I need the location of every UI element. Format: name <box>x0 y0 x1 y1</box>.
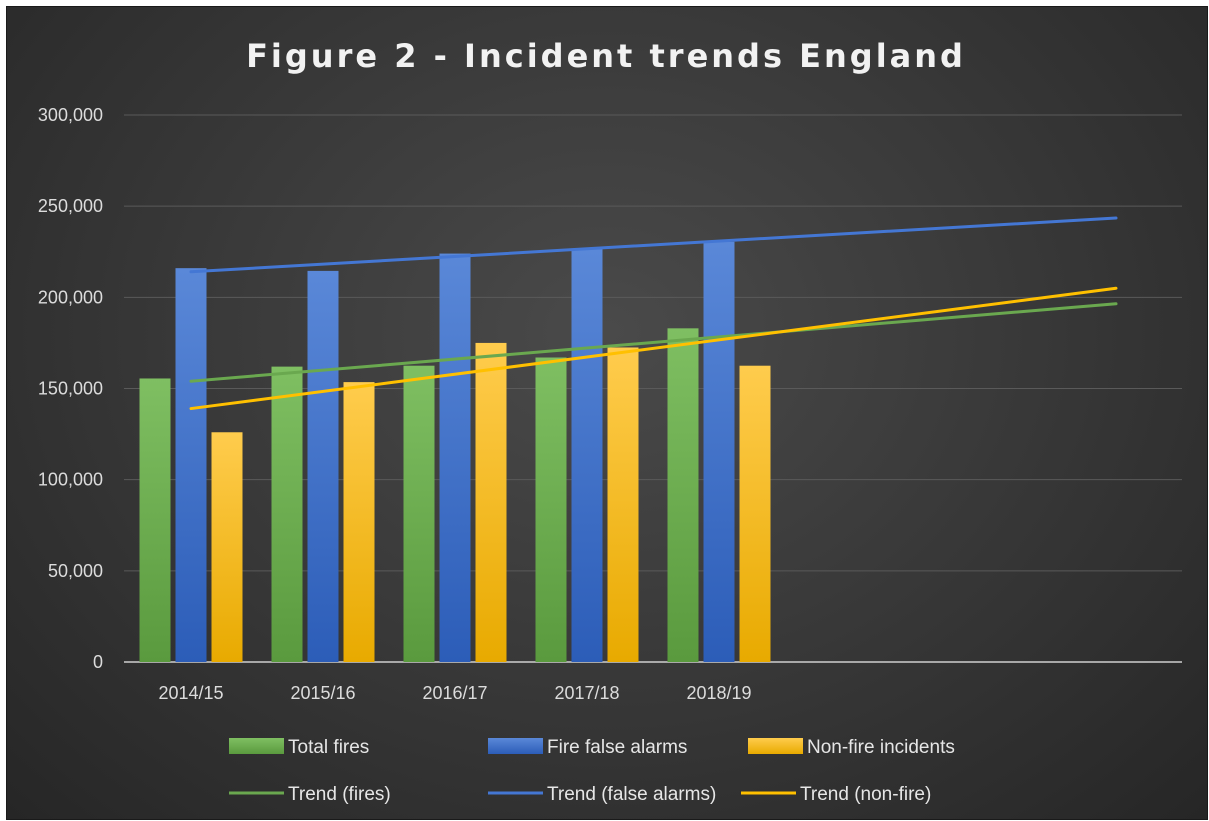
bar-fire-false-alarms-2017-18 <box>571 249 603 662</box>
bar-non-fire-incidents-2015-16 <box>343 382 375 662</box>
legend-label: Trend (false alarms) <box>547 784 716 805</box>
trendline-trend-false-alarms <box>189 216 1118 274</box>
bar-non-fire-incidents-2014-15 <box>211 432 243 662</box>
bar-total-fires-2018-19 <box>667 328 699 662</box>
y-axis: 0 50,000 100,000 150,000 200,000 250,000 300,0… <box>38 105 103 672</box>
legend: Total fires Fire false alarms Non-fire inc… <box>229 737 955 805</box>
bar-non-fire-incidents-2016-17 <box>475 342 507 662</box>
bar-total-fires-2015-16 <box>271 366 303 662</box>
bar-fire-false-alarms-2014-15 <box>175 268 207 662</box>
legend-swatch <box>748 738 803 754</box>
bar-total-fires-2017-18 <box>535 357 567 662</box>
legend-swatch <box>488 738 543 754</box>
x-axis: 2014/15 2015/16 2016/17 2017/18 2018/19 <box>158 683 751 703</box>
bar-total-fires-2016-17 <box>403 365 435 662</box>
legend-label: Fire false alarms <box>547 737 687 758</box>
x-tick-label: 2015/16 <box>290 683 355 703</box>
bar-total-fires-2014-15 <box>139 378 171 662</box>
y-tick-label: 150,000 <box>38 379 103 399</box>
legend-swatch <box>229 738 284 754</box>
x-tick-label: 2016/17 <box>422 683 487 703</box>
trendlines <box>189 216 1118 411</box>
x-tick-label: 2018/19 <box>686 683 751 703</box>
y-tick-label: 250,000 <box>38 196 103 216</box>
bar-fire-false-alarms-2018-19 <box>703 241 735 662</box>
y-tick-label: 100,000 <box>38 470 103 490</box>
y-tick-label: 0 <box>93 652 103 672</box>
chart-title: Figure 2 - Incident trends England <box>246 37 966 75</box>
y-tick-label: 200,000 <box>38 287 103 307</box>
legend-label: Trend (fires) <box>288 784 391 805</box>
trendline-trend-non-fire <box>189 286 1118 411</box>
legend-label: Non-fire incidents <box>807 737 955 758</box>
bar-non-fire-incidents-2017-18 <box>607 347 639 662</box>
trendline-trend-fires <box>189 302 1118 383</box>
bar-non-fire-incidents-2018-19 <box>739 365 771 662</box>
y-tick-label: 300,000 <box>38 105 103 125</box>
x-tick-label: 2017/18 <box>554 683 619 703</box>
legend-label: Total fires <box>288 737 369 758</box>
y-tick-label: 50,000 <box>48 561 103 581</box>
bar-fire-false-alarms-2016-17 <box>439 253 471 662</box>
legend-label: Trend (non-fire) <box>800 784 931 805</box>
bar-fire-false-alarms-2015-16 <box>307 270 339 662</box>
bars <box>139 241 771 662</box>
x-tick-label: 2014/15 <box>158 683 223 703</box>
